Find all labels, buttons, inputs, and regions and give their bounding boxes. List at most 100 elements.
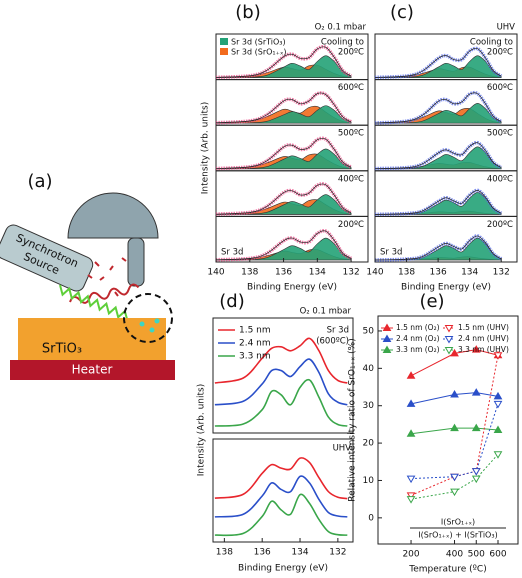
y-tick-label: 50 (363, 326, 375, 336)
core-label: Sr 3d (221, 248, 243, 258)
legend-marker (382, 345, 392, 353)
spectrum-line (214, 337, 348, 384)
marker (450, 423, 459, 432)
subplot-frame (212, 438, 354, 543)
y-axis-label: Relative intensity ratio of SrO₁₊ₓ (%) (348, 338, 358, 501)
y-axis-label: Intensity (Arb. units) (201, 102, 211, 194)
series-line (410, 392, 499, 405)
stack-label: 200ºC (487, 48, 513, 58)
x-tick-label: 138 (241, 268, 258, 278)
stack-label: Cooling to (321, 38, 364, 48)
legend-label: Sr 3d (SrTiO₃) (231, 38, 286, 47)
y-tick-label: 10 (363, 476, 375, 486)
legend-label: 3.3 nm (UHV) (458, 345, 509, 354)
x-tick-label: 134 (461, 268, 478, 278)
component-peak (215, 194, 352, 215)
x-tick-label: 132 (343, 268, 360, 278)
note: (600ºC) (316, 337, 349, 347)
legend-swatch (220, 48, 228, 55)
legend-label: 2.4 nm (UHV) (458, 334, 509, 343)
marker (471, 475, 481, 484)
legend-label: Sr 3d (SrO₁₊ₓ) (231, 48, 287, 57)
stack-label: 600ºC (487, 83, 513, 93)
marker (471, 468, 481, 476)
legend-marker (444, 325, 454, 333)
x-tick-label: 500 (468, 550, 485, 560)
x-tick-label: 138 (216, 548, 233, 558)
legend-label: 1.5 nm (239, 326, 271, 336)
analyzer-nozzle (127, 237, 145, 287)
x-tick-label: 134 (309, 268, 326, 278)
panel-label: (c) (390, 2, 414, 23)
fit-envelope (215, 46, 352, 78)
stack-label: 500ºC (487, 129, 513, 139)
component-peak (215, 55, 352, 78)
xray-beam (59, 284, 129, 322)
series-line (410, 349, 499, 377)
legend-marker (382, 334, 392, 342)
x-tick-label: 140 (207, 268, 224, 278)
legend-label: 3.3 nm (239, 352, 271, 362)
marker (450, 473, 459, 482)
spectrum-line (214, 493, 348, 537)
heater (10, 360, 175, 380)
marker (450, 348, 459, 357)
x-axis-label: Binding Energy (eV) (238, 564, 328, 574)
stack-label: 200ºC (338, 48, 364, 58)
subpanel-frame (215, 215, 369, 263)
x-tick-label: 600 (489, 550, 506, 560)
x-tick-label: 136 (275, 268, 292, 278)
legend-label: 2.4 nm (O₂) (396, 334, 440, 343)
x-tick-label: 136 (430, 268, 447, 278)
y-tick-label: 20 (363, 439, 375, 449)
marker (406, 429, 416, 437)
note: Sr 3d (327, 326, 349, 336)
marker (471, 423, 481, 432)
x-tick-label: 132 (329, 548, 346, 558)
analyzer-dome (67, 192, 159, 239)
stack-label: 400ºC (487, 174, 513, 184)
marker (450, 488, 459, 497)
atom (154, 318, 160, 324)
formula-denominator: I(SrO₁₊ₓ) + I(SrTiO₃) (418, 531, 497, 540)
series-line (411, 403, 499, 480)
fit-envelope (374, 190, 502, 215)
legend-label: 1.5 nm (O₂) (396, 323, 440, 332)
marker (493, 400, 503, 409)
stack-label: 200ºC (487, 220, 513, 230)
sample-label: SrTiO₃ (42, 342, 82, 357)
electrons (87, 257, 127, 297)
marker (471, 388, 481, 396)
marker (471, 345, 481, 353)
atom (149, 327, 155, 333)
panel-label: (d) (219, 291, 244, 312)
spectrum-line (214, 457, 348, 500)
spectrum-line (214, 378, 348, 427)
series-line (410, 427, 499, 435)
y-tick-label: 0 (368, 513, 374, 523)
stack-label: 400ºC (338, 174, 364, 184)
condition: O₂ 0.1 mbar (300, 307, 352, 317)
x-axis-label: Binding Energy (eV) (401, 283, 491, 293)
legend-label: 2.4 nm (239, 339, 271, 349)
spectrum-line (214, 358, 348, 406)
legend-marker (382, 323, 392, 331)
y-tick-label: 40 (363, 364, 375, 374)
spectrum-line (214, 475, 348, 518)
legend-swatch (220, 38, 228, 45)
marker (493, 391, 503, 400)
y-tick-label: 30 (363, 401, 375, 411)
panel-label: (b) (235, 2, 260, 23)
component-peak (374, 103, 502, 124)
fit-envelope (215, 230, 352, 261)
panel-label: (a) (27, 171, 52, 192)
marker (450, 389, 459, 398)
marker (406, 496, 416, 504)
heater-label: Heater (72, 363, 113, 377)
subplot-frame (212, 317, 354, 434)
core-label: Sr 3d (380, 248, 402, 258)
y-axis-label: Intensity (Arb. units) (197, 384, 207, 476)
atom (139, 321, 145, 327)
marker (406, 371, 416, 379)
